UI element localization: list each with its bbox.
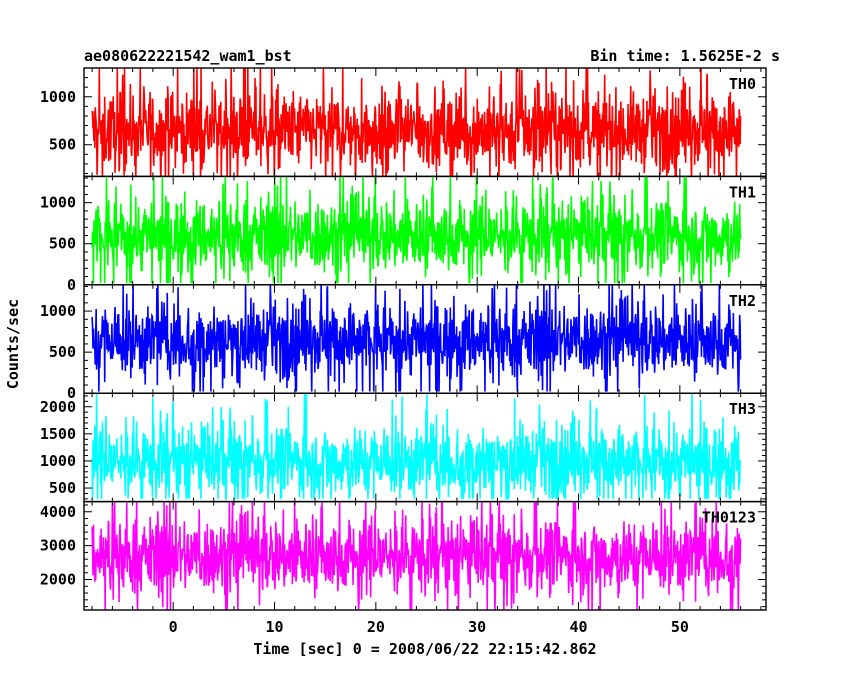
panel-label: TH1: [729, 183, 756, 201]
x-tick-label: 20: [367, 618, 385, 636]
panel-th3: 500 1000 1500 2000 TH3: [40, 392, 767, 503]
y-tick-label: 1500: [40, 425, 76, 443]
y-tick-label: 1000: [40, 194, 76, 212]
y-tick-label: 500: [49, 235, 76, 253]
panel-label: TH2: [729, 292, 756, 310]
panel-th2: 0 500 1000 TH2: [40, 284, 767, 402]
series-th2: [91, 284, 742, 392]
x-tick-label: 10: [265, 618, 283, 636]
panel-label: TH0123: [702, 509, 756, 527]
x-axis-label: Time [sec] 0 = 2008/06/22 22:15:42.862: [253, 640, 596, 658]
panel-th0: 500 1000 TH0: [40, 67, 767, 178]
x-tick-label: 0: [169, 618, 178, 636]
y-tick-label: 1000: [40, 88, 76, 106]
series-th1: [91, 176, 742, 284]
series-th0: [91, 68, 742, 177]
y-tick-label: 1000: [40, 452, 76, 470]
x-tick-label: 30: [468, 618, 486, 636]
y-tick-label: 2000: [40, 398, 76, 416]
y-tick-label: 2000: [40, 571, 76, 589]
x-axis: 0 10 20 30 40 50: [169, 618, 689, 636]
series-th3: [91, 393, 742, 500]
y-tick-label: 1000: [40, 302, 76, 320]
y-tick-label: 0: [67, 384, 76, 402]
y-tick-label: 500: [49, 479, 76, 497]
panel-th0123: 2000 3000 4000 TH0123: [40, 500, 767, 611]
panel-th1: 0 500 1000 TH1: [40, 175, 767, 294]
x-tick-label: 40: [569, 618, 587, 636]
title-right: Bin time: 1.5625E-2 s: [590, 47, 780, 65]
panels-group: 500 1000 TH0 0 500 1000 TH1 0 500 1000 TH2 500 1000 1…: [40, 67, 767, 611]
panel-label: TH3: [729, 400, 756, 418]
y-tick-label: 500: [49, 136, 76, 154]
series-th0123: [91, 501, 742, 611]
x-tick-label: 50: [671, 618, 689, 636]
y-tick-label: 3000: [40, 537, 76, 555]
y-axis-label: Counts/sec: [4, 299, 22, 389]
y-tick-label: 4000: [40, 503, 76, 521]
title-left: ae080622221542_wam1_bst: [84, 47, 292, 65]
panel-frame: [83, 500, 767, 611]
y-tick-label: 500: [49, 343, 76, 361]
panel-label: TH0: [729, 75, 756, 93]
y-tick-label: 0: [67, 276, 76, 294]
